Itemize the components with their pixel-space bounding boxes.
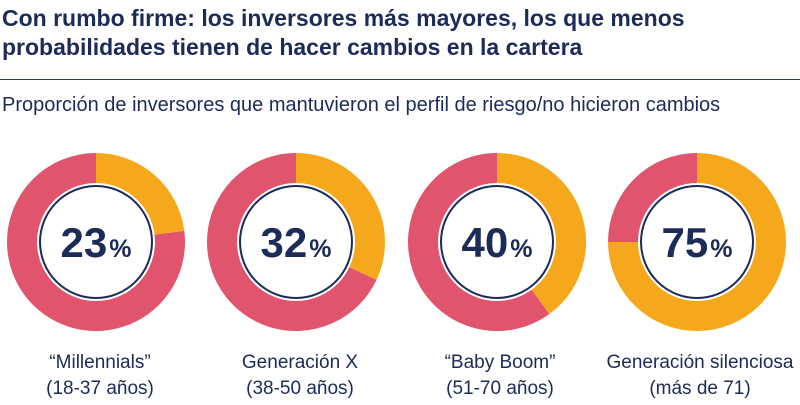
donut-1: 32% (207, 153, 385, 331)
title-divider (0, 79, 800, 80)
donut-label-baby-boom: “Baby Boom” (51-70 años) (400, 350, 600, 402)
donut-changed-segment (608, 153, 698, 243)
donut-label-millennials: “Millennials” (18-37 años) (0, 350, 200, 402)
generation-name: Generación silenciosa (606, 352, 794, 373)
donut-center-outline (440, 185, 554, 299)
donut-charts: 23% 32% 40% 75% (7, 153, 786, 331)
donut-kept-segment (496, 153, 586, 314)
generation-age-range: (más de 71) (649, 378, 751, 399)
generation-age-range: (51-70 años) (446, 378, 554, 399)
donut-value-label: 23% (61, 219, 132, 266)
donut-2: 40% (408, 153, 586, 331)
chart-subtitle: Proporción de inversores que mantuvieron… (2, 94, 721, 116)
donut-center-hole (240, 186, 352, 298)
donut-center-hole (641, 186, 753, 298)
donut-center-hole (40, 186, 152, 298)
generation-age-range: (38-50 años) (246, 378, 354, 399)
donut-center-hole (441, 186, 553, 298)
donut-0: 23% (7, 153, 185, 331)
donut-changed-segment (408, 153, 550, 331)
donut-center-outline (640, 185, 754, 299)
donut-value-label: 40% (462, 219, 533, 266)
donut-center-outline (239, 185, 353, 299)
donut-label-generacion-silenciosa: Generación silenciosa (más de 71) (600, 350, 800, 402)
donut-value-label: 75% (662, 219, 733, 266)
chart-title: Con rumbo firme: los inversores más mayo… (2, 5, 685, 60)
generation-name: Generación X (241, 352, 359, 373)
donut-changed-segment (7, 153, 185, 331)
donut-value-label: 32% (261, 219, 332, 266)
donut-kept-segment (95, 153, 185, 236)
generation-name: “Baby Boom” (444, 352, 556, 373)
donut-3: 75% (608, 153, 786, 331)
donut-kept-segment (295, 153, 385, 280)
donut-changed-segment (207, 153, 377, 331)
donut-kept-segment (608, 153, 786, 331)
generation-age-range: (18-37 años) (46, 378, 154, 399)
donut-label-generacion-x: Generación X (38-50 años) (200, 350, 400, 402)
donut-center-outline (39, 185, 153, 299)
donut-chart-row: 23% 32% 40% 75% “Millennials” (18-37 años) … (0, 150, 800, 405)
generation-name: “Millennials” (49, 352, 151, 373)
